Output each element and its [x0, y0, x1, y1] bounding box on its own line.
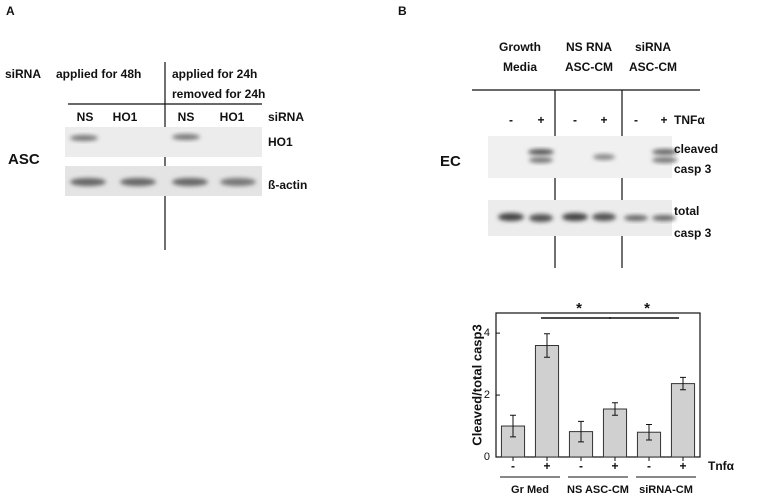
significance-star: * — [644, 300, 650, 317]
lane-label: HO1 — [220, 110, 245, 124]
lane-label: - — [509, 113, 513, 127]
blot-label: total — [674, 204, 699, 218]
lane-label: + — [660, 113, 667, 127]
group-label: removed for 24h — [172, 87, 265, 101]
group-label: applied for 24h — [172, 67, 257, 81]
panel-label: B — [398, 4, 407, 18]
header: Media — [503, 60, 537, 74]
panel-label: A — [6, 4, 15, 18]
group-label: Gr Med — [511, 484, 549, 496]
lane-label: NS — [77, 110, 94, 124]
blot-label: cleaved — [674, 142, 718, 156]
lane-label: HO1 — [113, 110, 138, 124]
group-label: siRNA-CM — [639, 484, 693, 496]
blot-label: HO1 — [268, 135, 293, 149]
significance-star: * — [576, 300, 582, 317]
lane-label: + — [537, 113, 544, 127]
lane-label: NS — [178, 110, 195, 124]
y-tick-label: 0 — [484, 451, 490, 463]
plot-frame — [495, 312, 701, 458]
error-bar — [680, 376, 686, 391]
row-label: siRNA — [5, 67, 41, 81]
cell-label: ASC — [8, 151, 40, 168]
lane-label: - — [634, 113, 638, 127]
lane-label: - — [573, 113, 577, 127]
blot — [65, 127, 262, 196]
header: ASC-CM — [565, 60, 613, 74]
bar — [602, 408, 628, 458]
lane-label: + — [600, 113, 607, 127]
error-bar — [612, 402, 618, 416]
x-tick-label: + — [679, 459, 686, 473]
header: siRNA — [635, 40, 671, 54]
blot-label: ß-actin — [268, 178, 307, 192]
group-label: NS ASC-CM — [567, 484, 629, 496]
x-tick-label: + — [543, 459, 550, 473]
cell-label: EC — [440, 153, 461, 170]
x-tick-label: - — [579, 459, 583, 473]
x-tick-label: - — [511, 459, 515, 473]
header: NS RNA — [566, 40, 612, 54]
y-axis-title: Cleaved/total casp3 — [469, 324, 484, 445]
treatment-label: Tnfα — [708, 459, 735, 473]
x-tick-label: + — [611, 459, 618, 473]
lane-title: TNFα — [674, 113, 705, 127]
error-bar — [510, 414, 516, 438]
header: Growth — [499, 40, 541, 54]
x-tick-label: - — [647, 459, 651, 473]
error-bar — [544, 333, 550, 358]
group-label: applied for 48h — [56, 67, 141, 81]
bar — [534, 345, 560, 458]
error-bar — [578, 420, 584, 443]
blot — [488, 136, 678, 236]
blot-label: casp 3 — [674, 226, 712, 240]
y-tick-label: 4 — [484, 327, 490, 339]
error-bar — [646, 423, 652, 441]
y-tick-label: 2 — [484, 389, 490, 401]
bar — [670, 383, 696, 458]
header: ASC-CM — [629, 60, 677, 74]
lane-title: siRNA — [268, 110, 304, 124]
blot-label: casp 3 — [674, 162, 712, 176]
